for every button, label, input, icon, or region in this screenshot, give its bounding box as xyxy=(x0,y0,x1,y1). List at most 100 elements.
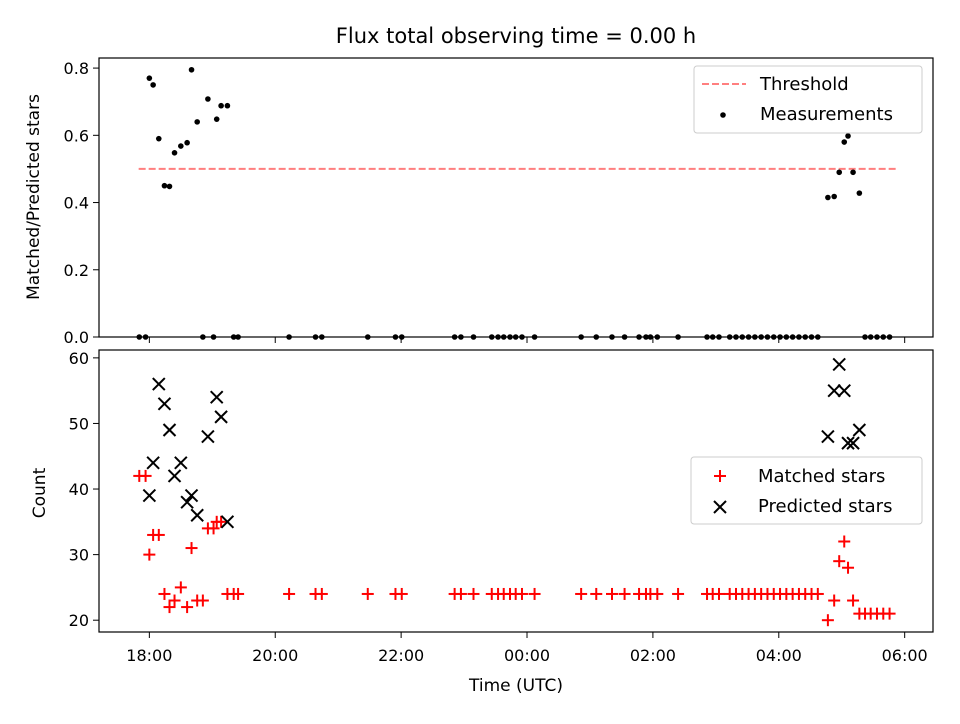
matched-star-point xyxy=(515,587,528,600)
matched-star-point xyxy=(196,594,209,607)
measurement-point xyxy=(213,116,220,122)
predicted-star-point xyxy=(167,469,182,483)
predicted-star-point xyxy=(827,383,841,398)
measurement-point xyxy=(184,139,190,146)
bottom-legend-box xyxy=(690,456,923,525)
predicted-star-point xyxy=(146,456,160,470)
bottom-y-ticks: 20 30 40 50 60 xyxy=(69,349,99,630)
predicted-star-point xyxy=(852,423,867,437)
top-y-tick-label: 0.8 xyxy=(64,59,89,78)
measurement-point xyxy=(205,96,211,102)
chart-title: Flux total observing time = 0.00 h xyxy=(336,24,696,48)
predicted-star-point xyxy=(832,357,846,372)
x-tick-label: 20:00 xyxy=(252,646,298,665)
matched-star-point xyxy=(605,587,618,600)
bottom-y-axis-label: Count xyxy=(30,467,50,518)
predicted-star-point xyxy=(152,377,166,391)
matched-star-point xyxy=(207,522,220,535)
measurement-point xyxy=(218,102,224,109)
matched-star-point xyxy=(163,601,176,614)
legend-predicted-label: Predicted stars xyxy=(758,496,892,517)
predicted-star-point xyxy=(142,488,157,503)
matched-star-point xyxy=(283,587,296,600)
measurement-point xyxy=(841,139,848,145)
matched-star-point xyxy=(174,581,187,594)
matched-star-point xyxy=(590,587,603,600)
predicted-star-point xyxy=(220,515,235,529)
bottom-y-tick-label: 40 xyxy=(69,480,89,499)
measurement-point xyxy=(155,135,162,142)
measurement-point xyxy=(845,133,851,139)
matched-star-point xyxy=(821,614,834,627)
legend-measurements-label: Measurements xyxy=(760,104,893,125)
top-y-axis-label: Matched/Predicted stars xyxy=(24,94,44,300)
top-y-tick-label: 0.6 xyxy=(64,126,89,145)
predicted-star-point xyxy=(209,390,224,404)
predicted-star-point xyxy=(162,423,177,437)
matched-star-point xyxy=(232,587,245,600)
x-axis-label: Time (UTC) xyxy=(468,676,563,696)
measurement-point xyxy=(856,190,863,196)
measurement-point xyxy=(850,169,856,176)
predicted-star-point xyxy=(157,397,172,411)
bottom-y-tick-label: 50 xyxy=(69,414,89,433)
matched-star-point xyxy=(838,535,851,548)
measurement-point xyxy=(161,182,168,189)
matched-star-point xyxy=(168,594,181,607)
measurement-point xyxy=(224,102,231,109)
matched-star-point xyxy=(139,469,152,482)
bottom-y-tick-label: 30 xyxy=(69,546,89,565)
legend-threshold-label: Threshold xyxy=(759,74,849,95)
measurement-point xyxy=(836,169,843,176)
legend-measurements-swatch xyxy=(720,112,726,118)
bottom-y-tick-label: 20 xyxy=(69,611,89,630)
predicted-star-point xyxy=(184,488,199,503)
bottom-panel: 20 30 40 50 60 18:00 20:00 22:00 00:00 02:00 04:0… xyxy=(30,349,934,696)
top-y-tick-label: 0.0 xyxy=(64,328,89,347)
measurement-point xyxy=(178,143,184,149)
bottom-marks xyxy=(133,357,896,627)
x-tick-label: 02:00 xyxy=(630,646,676,665)
matched-star-point xyxy=(672,587,685,600)
matched-star-point xyxy=(883,607,896,620)
measurement-point xyxy=(171,149,178,156)
measurement-point xyxy=(188,66,195,73)
bottom-legend: Matched stars Predicted stars xyxy=(690,456,923,525)
matched-star-point xyxy=(181,601,194,614)
measurement-point xyxy=(166,183,173,190)
top-legend-box xyxy=(693,65,923,134)
predicted-star-point xyxy=(180,495,194,509)
top-panel: 0.00.20.40.60.8 Matched/Predicted stars … xyxy=(24,57,934,347)
measurement-point xyxy=(831,193,837,200)
matched-star-point xyxy=(575,587,588,600)
matched-star-point xyxy=(361,587,374,600)
legend-matched-label: Matched stars xyxy=(758,466,885,487)
predicted-star-point xyxy=(174,456,188,470)
matched-star-point xyxy=(528,587,541,600)
x-tick-label: 22:00 xyxy=(378,646,424,665)
bottom-x-ticks: 18:00 20:00 22:00 00:00 02:00 04:00 06:00 xyxy=(126,632,928,665)
matched-star-point xyxy=(618,587,631,600)
bottom-axes-frame xyxy=(98,349,934,633)
top-y-ticks: 0.0 0.2 0.4 0.6 0.8 xyxy=(64,59,99,347)
predicted-star-point xyxy=(190,508,204,522)
predicted-star-point xyxy=(841,436,855,450)
predicted-star-point xyxy=(837,383,851,398)
matched-star-point xyxy=(158,587,171,600)
measurement-point xyxy=(150,82,156,88)
top-axes-frame xyxy=(98,57,934,338)
x-tick-label: 00:00 xyxy=(504,646,550,665)
matched-star-point xyxy=(215,515,228,528)
predicted-star-point xyxy=(214,410,228,424)
predicted-star-point xyxy=(201,429,215,444)
matched-star-point xyxy=(842,561,855,574)
top-y-tick-label: 0.4 xyxy=(64,194,89,213)
matched-star-point xyxy=(828,594,841,607)
matched-star-point xyxy=(454,587,467,600)
x-tick-label: 04:00 xyxy=(756,646,802,665)
matched-star-point xyxy=(143,548,156,561)
legend-matched-swatch xyxy=(714,470,726,482)
legend-predicted-swatch xyxy=(713,500,727,514)
measurement-point xyxy=(194,119,200,125)
